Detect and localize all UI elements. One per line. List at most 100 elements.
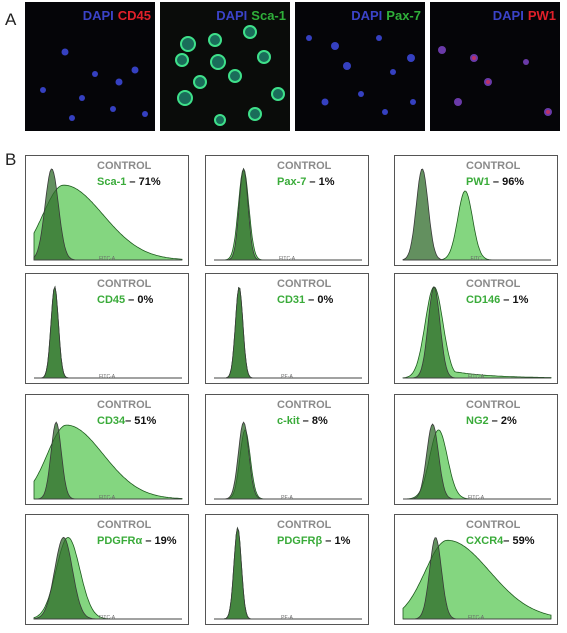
- marker-percent: – 59%: [503, 535, 535, 547]
- histogram-panel: CONTROL PDGFRα – 19% FITC-A: [25, 514, 189, 625]
- control-histogram-area: [33, 536, 182, 620]
- marker-label: PW1: [527, 8, 556, 23]
- histogram-panel: CONTROL NG2 – 2% FITC-A: [394, 394, 558, 505]
- histogram-plot: [402, 537, 552, 620]
- histogram-panel: CONTROL c-kit – 8% PE-A: [205, 394, 369, 505]
- panel-a-label: A: [5, 10, 17, 29]
- histogram-panel: CONTROL CD34– 51% FITC-A: [25, 394, 189, 505]
- histogram-panel: CONTROL CD45 – 0% FITC-A: [25, 273, 189, 384]
- histogram-plot: [33, 536, 182, 620]
- micrograph-label: DAPI CD45: [83, 8, 151, 23]
- histogram-plot: [403, 423, 551, 500]
- control-histogram-area: [403, 423, 551, 500]
- control-label: CONTROL: [466, 519, 521, 531]
- histogram-plot: [214, 167, 362, 261]
- x-axis-label: FITC-A: [98, 615, 116, 621]
- x-axis-label: FITC-A: [467, 374, 485, 380]
- x-axis-label: PE-A: [281, 374, 293, 380]
- cells-layer: [175, 25, 285, 126]
- marker-percent: – 1%: [500, 294, 529, 306]
- marker-name: CD45: [97, 294, 126, 306]
- control-label: CONTROL: [97, 399, 152, 411]
- x-axis-label: PE-A: [281, 495, 293, 501]
- histogram-panel: CONTROL Pax-7 – 1% FITC-A: [205, 155, 369, 266]
- histogram-plot: [214, 421, 362, 500]
- marker-percent-label: PW1 – 96%: [466, 176, 524, 188]
- histogram-plot: [402, 168, 551, 261]
- dapi-label: DAPI: [351, 8, 383, 23]
- x-axis-label: FITC-A: [98, 495, 116, 501]
- control-label: CONTROL: [466, 278, 521, 290]
- cells-layer: [438, 46, 552, 116]
- histogram-plot: [214, 286, 362, 379]
- marker-percent: – 2%: [488, 415, 517, 427]
- marker-percent-label: CD31 – 0%: [277, 294, 333, 306]
- marker-label: Pax-7: [386, 8, 421, 23]
- micrograph-label: DAPI Pax-7: [351, 8, 421, 23]
- marker-percent-label: CD45 – 0%: [97, 294, 153, 306]
- marker-percent: – 0%: [305, 294, 334, 306]
- marker-percent-label: c-kit – 8%: [277, 415, 328, 427]
- marker-name: CXCR4: [466, 535, 504, 547]
- marker-percent-label: Pax-7 – 1%: [277, 176, 335, 188]
- marker-percent: – 1%: [306, 176, 335, 188]
- control-label: CONTROL: [277, 399, 332, 411]
- x-axis-label: FITC-A: [467, 615, 485, 621]
- histogram-plot: [33, 168, 183, 261]
- control-label: CONTROL: [277, 278, 332, 290]
- histogram-panel: CONTROL Sca-1 – 71% FITC-A: [25, 155, 189, 266]
- x-axis-label: PE-A: [281, 615, 293, 621]
- histogram-panel: CONTROL CD31 – 0% PE-A: [205, 273, 369, 384]
- dapi-label: DAPI: [216, 8, 248, 23]
- histogram-plot: [34, 285, 182, 379]
- marker-name: CD146: [466, 294, 501, 306]
- cells-layer: [40, 48, 148, 121]
- x-axis-label: FITC-A: [98, 256, 116, 262]
- dapi-label: DAPI: [492, 8, 524, 23]
- x-axis-label: FITC-A: [98, 374, 116, 380]
- control-label: CONTROL: [466, 160, 521, 172]
- marker-percent-label: PDGFRα – 19%: [97, 535, 177, 547]
- x-axis-label: FITC: [470, 256, 482, 262]
- histogram-panel: CONTROL CXCR4– 59% FITC-A: [394, 514, 558, 625]
- marker-name: PDGFRβ: [277, 535, 323, 547]
- marker-name: CD34: [97, 415, 126, 427]
- panel-b-label: B: [5, 150, 17, 169]
- marker-percent: – 1%: [322, 535, 351, 547]
- control-label: CONTROL: [277, 519, 332, 531]
- marker-name: NG2: [466, 415, 489, 427]
- histogram-panel: CONTROL PW1 – 96% FITC: [394, 155, 558, 266]
- x-axis-label: FITC-A: [278, 256, 296, 262]
- marker-percent: – 19%: [142, 535, 177, 547]
- marker-percent: – 8%: [299, 415, 328, 427]
- marker-percent-label: Sca-1 – 71%: [97, 176, 161, 188]
- histogram-panel: CONTROL PDGFRβ – 1% PE-A: [205, 514, 369, 625]
- micrograph-sca1: DAPI Sca-1: [160, 2, 290, 131]
- marker-label: CD45: [117, 8, 151, 23]
- marker-label: Sca-1: [251, 8, 286, 23]
- control-label: CONTROL: [277, 160, 332, 172]
- micrograph-label: DAPI Sca-1: [216, 8, 286, 23]
- micrograph-cd45: DAPI CD45: [25, 2, 155, 131]
- marker-percent-label: NG2 – 2%: [466, 415, 517, 427]
- control-label: CONTROL: [97, 278, 152, 290]
- micrograph-pax7: DAPI Pax-7: [295, 2, 425, 131]
- x-axis-label: FITC-A: [467, 495, 485, 501]
- marker-name: PW1: [466, 176, 490, 188]
- marker-percent: – 71%: [126, 176, 161, 188]
- histogram-plot: [33, 421, 183, 500]
- marker-percent: – 51%: [125, 415, 157, 427]
- marker-name: c-kit: [277, 415, 300, 427]
- histogram-plot: [402, 286, 552, 379]
- marker-percent: – 96%: [489, 176, 525, 188]
- control-label: CONTROL: [466, 399, 521, 411]
- control-label: CONTROL: [97, 519, 152, 531]
- dapi-label: DAPI: [82, 8, 114, 23]
- marker-name: CD31: [277, 294, 306, 306]
- marker-percent-label: PDGFRβ – 1%: [277, 535, 350, 547]
- marker-name: Pax-7: [277, 176, 307, 188]
- control-label: CONTROL: [97, 160, 152, 172]
- marker-percent-label: CD146 – 1%: [466, 294, 528, 306]
- histogram-panel: CONTROL CD146 – 1% FITC-A: [394, 273, 558, 384]
- marker-name: PDGFRα: [97, 535, 143, 547]
